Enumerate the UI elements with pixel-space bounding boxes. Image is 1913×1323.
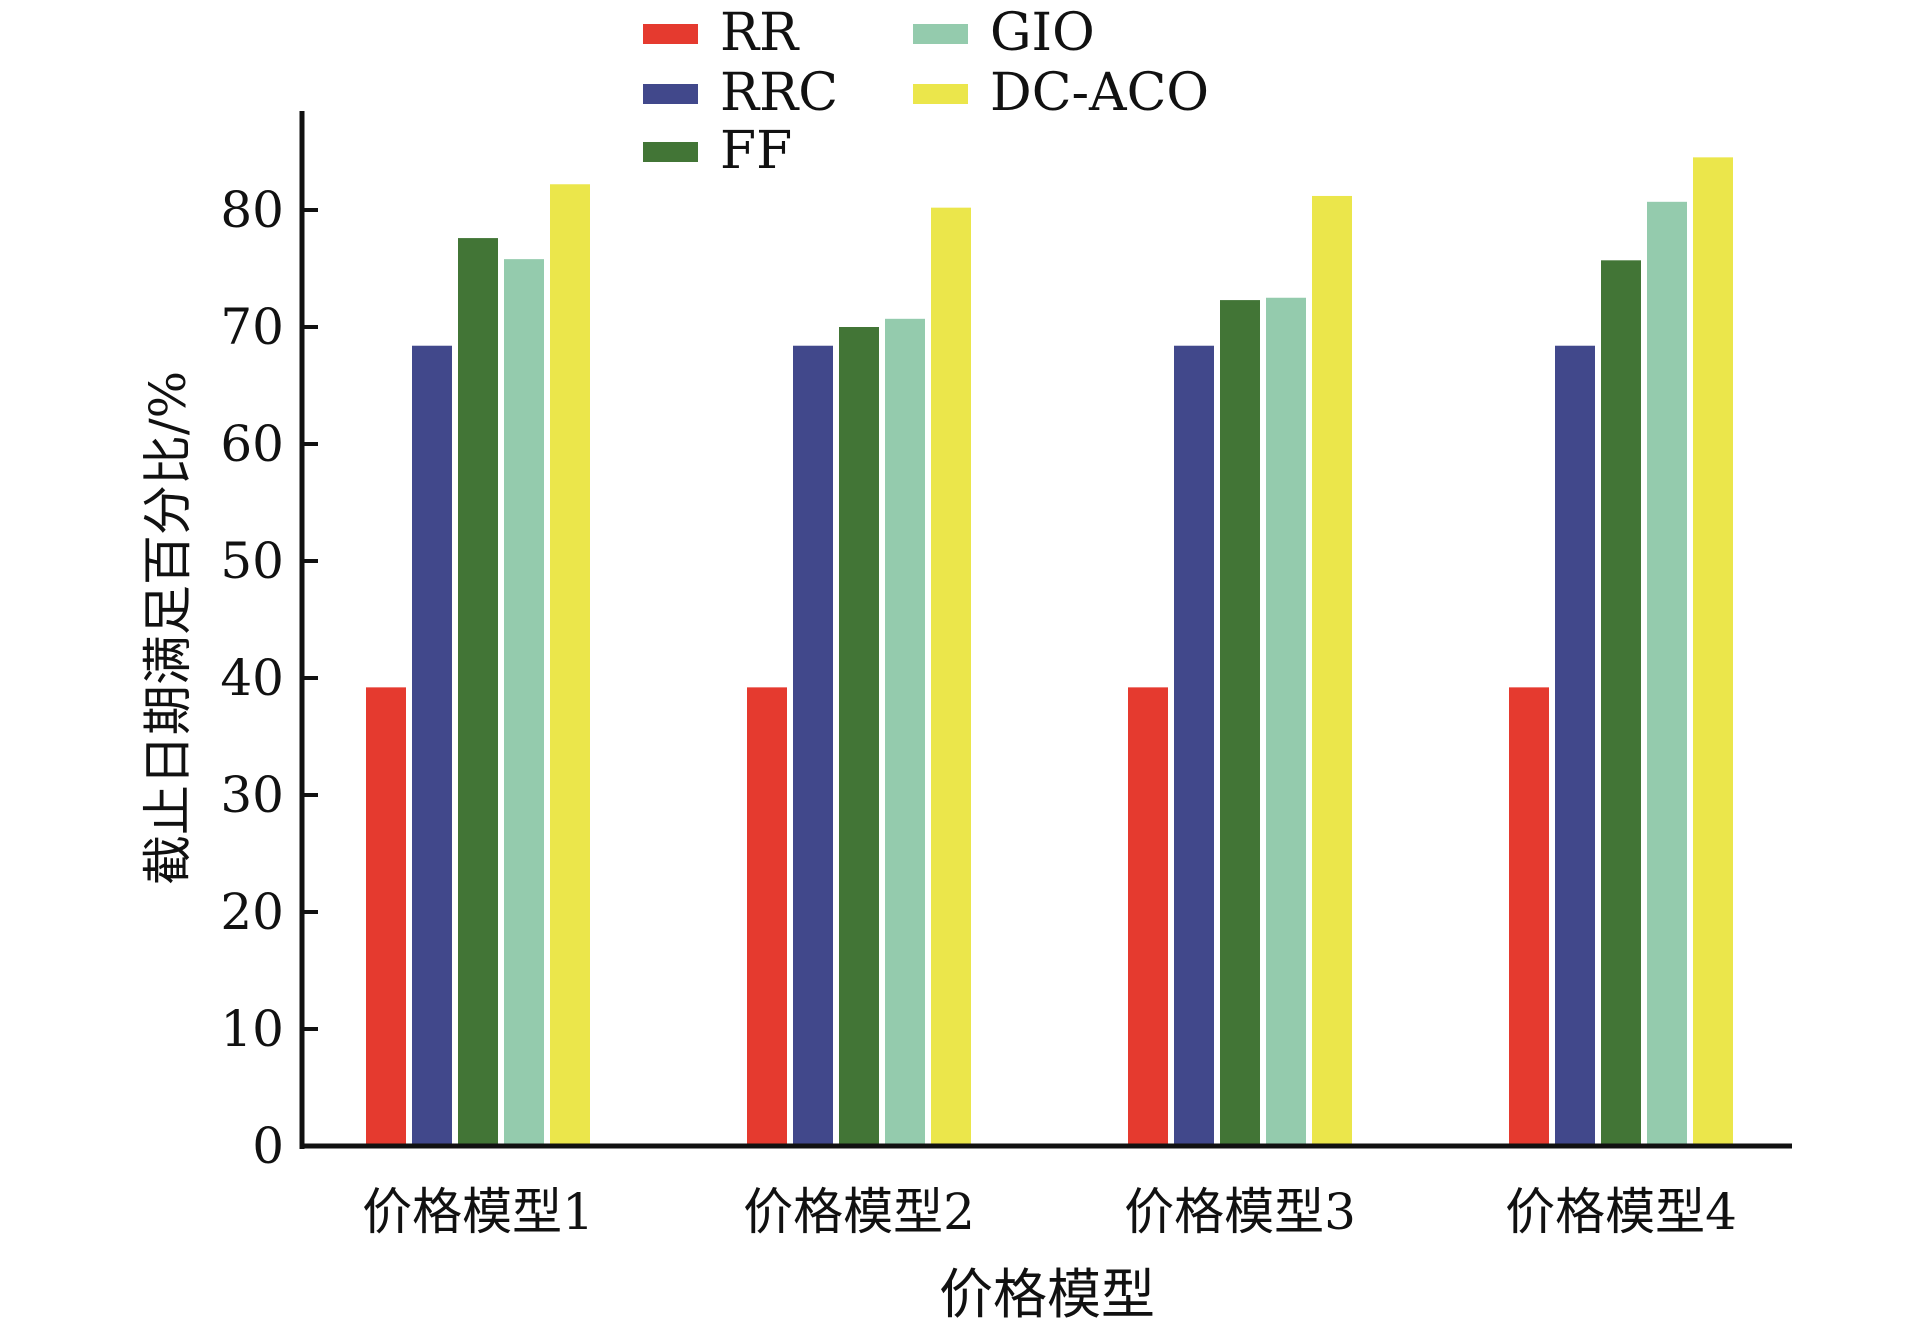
legend-swatch [643,24,698,44]
legend-swatch [643,142,698,162]
bar-rrc-2: RRC: 68.4 [793,345,833,1147]
bar-ff-3: FF: 72.3 [1220,300,1260,1147]
bar-dc-aco-4: DC-ACO: 84.5 [1693,157,1733,1147]
bar-gio-2: GIO: 70.7 [885,318,925,1146]
bar-rrc-1: RRC: 68.4 [412,345,452,1147]
y-axis-label: 截止日期满足百分比/% [139,371,197,885]
bar-rr-4: RR: 39.2 [1509,687,1549,1146]
bar-dc-aco-1: DC-ACO: 82.2 [550,184,590,1146]
legend-label: DC-ACO [990,63,1209,123]
legend-item-gio: GIO [913,3,1095,63]
bar-ff-4: FF: 75.7 [1601,260,1641,1146]
bar-rrc-3: RRC: 68.4 [1174,345,1214,1147]
y-ticks: 0 10 20 30 40 50 60 70 80 [220,181,318,1175]
legend-item-dc-aco: DC-ACO [913,63,1209,123]
legend-label: GIO [990,3,1095,63]
bar-gio-4: GIO: 80.7 [1647,201,1687,1146]
y-tick-label: 20 [220,883,284,941]
legend-swatch [913,84,968,104]
bar-rr-3: RR: 39.2 [1128,687,1168,1146]
y-tick-label: 0 [252,1117,284,1175]
x-axis-label: 价格模型 [939,1263,1155,1323]
legend-label: FF [720,121,792,181]
bar-rrc-4: RRC: 68.4 [1555,345,1595,1147]
bar-ff-1: FF: 77.6 [458,238,498,1146]
y-tick-label: 60 [220,415,284,473]
legend-swatch [913,24,968,44]
bar-rr-1: RR: 39.2 [366,687,406,1146]
y-tick-label: 40 [220,649,284,707]
y-tick-label: 10 [220,1000,284,1058]
bar-dc-aco-3: DC-ACO: 81.2 [1312,195,1352,1146]
x-ticks: 价格模型1 价格模型2 价格模型3 价格模型4 [362,1183,1737,1241]
legend-item-ff: FF [643,121,792,181]
x-tick-label: 价格模型1 [362,1183,594,1241]
bar-rr-2: RR: 39.2 [747,687,787,1146]
axes [299,111,1792,1149]
x-tick-label: 价格模型4 [1505,1183,1737,1241]
y-tick-label: 50 [220,532,284,590]
bars: RR: 39.2RRC: 68.4FF: 77.6GIO: 75.8DC-ACO… [366,157,1733,1147]
bar-ff-2: FF: 70 [839,327,879,1146]
y-tick-label: 30 [220,766,284,824]
legend-item-rrc: RRC [643,63,838,123]
bar-gio-1: GIO: 75.8 [504,259,544,1146]
legend-item-rr: RR [643,3,800,63]
y-tick-label: 80 [220,181,284,239]
x-tick-label: 价格模型2 [743,1183,975,1241]
x-tick-label: 价格模型3 [1124,1183,1356,1241]
bar-gio-3: GIO: 72.5 [1266,297,1306,1146]
legend-swatch [643,84,698,104]
y-tick-label: 70 [220,298,284,356]
bar-dc-aco-2: DC-ACO: 80.2 [931,207,971,1146]
legend-label: RRC [720,63,838,123]
legend-label: RR [720,3,800,63]
